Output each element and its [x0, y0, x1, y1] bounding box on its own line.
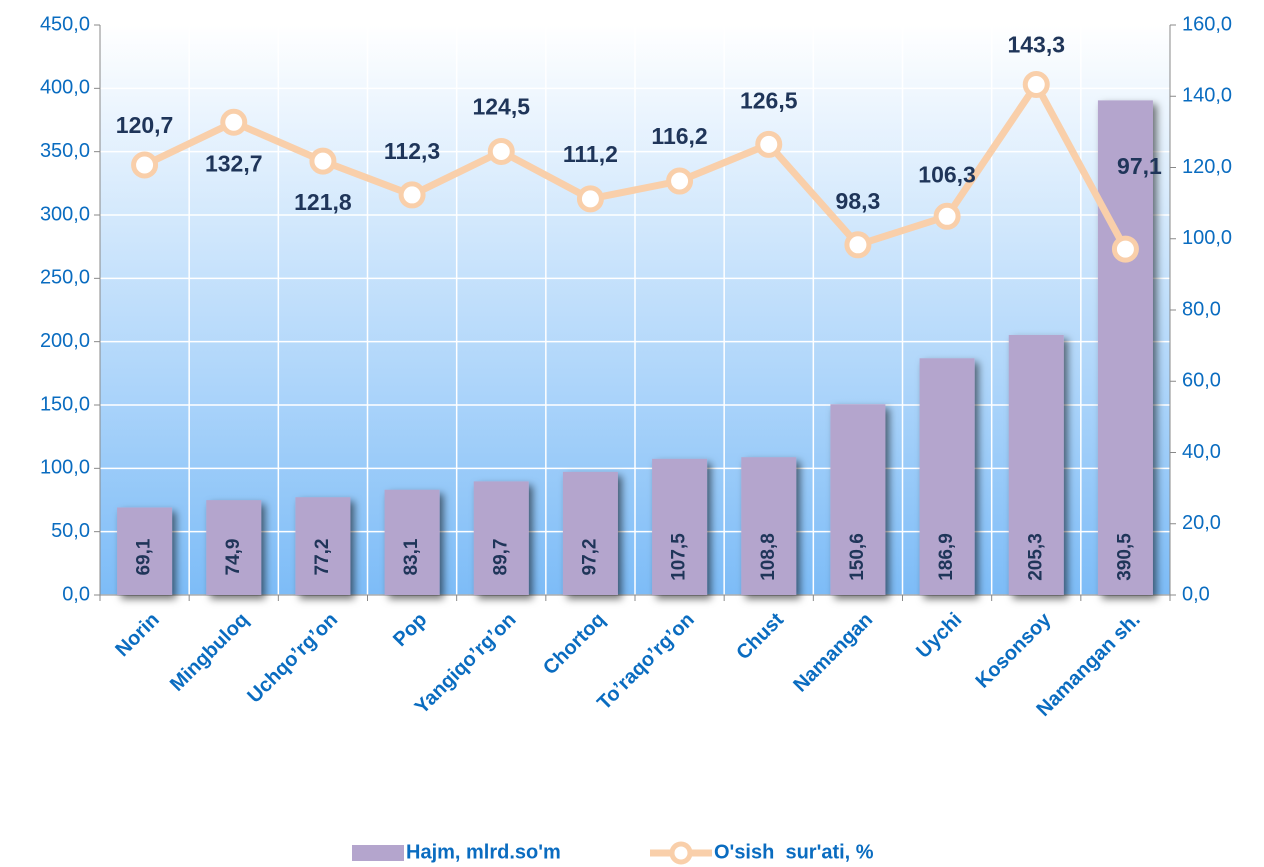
bar-label: 97,2: [579, 539, 600, 576]
y-tick-label: 250,0: [40, 267, 90, 289]
x-tick-label: Chortoq: [539, 609, 610, 680]
line-marker: [131, 151, 159, 179]
y2-tick-label: 100,0: [1182, 227, 1232, 249]
y-tick-label: 350,0: [40, 140, 90, 162]
bar: [206, 500, 262, 595]
line-marker: [220, 108, 248, 136]
line-marker: [576, 185, 604, 213]
y2-tick-label: 60,0: [1182, 370, 1221, 392]
line-marker: [933, 202, 961, 230]
line-marker: [398, 181, 426, 209]
line-label: 97,1: [1117, 153, 1162, 179]
bar: [295, 497, 351, 595]
line-label: 132,7: [205, 150, 263, 176]
y-tick-label: 0,0: [62, 583, 90, 605]
x-tick-label: Mingbuloq: [166, 609, 253, 696]
y2-tick-label: 0,0: [1182, 583, 1210, 605]
line-marker: [755, 130, 783, 158]
x-tick-label: Uychi: [912, 609, 966, 663]
x-tick-label: Namangan: [789, 609, 877, 697]
y2-tick-label: 20,0: [1182, 512, 1221, 534]
y-tick-label: 450,0: [40, 13, 90, 35]
x-tick-label: Chust: [732, 608, 788, 664]
x-tick-label: Pop: [389, 609, 431, 651]
x-tick-label: Uchqo’rg’on: [243, 609, 342, 708]
line-marker: [309, 147, 337, 175]
bar-label: 150,6: [847, 533, 868, 581]
line-label: 106,3: [918, 161, 976, 187]
line-marker: [666, 167, 694, 195]
legend-label: Hajm, mlrd.so'm: [406, 841, 561, 863]
line-marker: [844, 231, 872, 259]
bar-label: 107,5: [669, 533, 690, 581]
bar-label: 205,3: [1025, 533, 1046, 581]
bar-label: 69,1: [134, 538, 155, 575]
line-marker: [1022, 70, 1050, 98]
bar-label: 83,1: [401, 538, 422, 575]
bar: [473, 481, 529, 595]
bar: [562, 471, 618, 595]
line: [143, 80, 1129, 251]
y2-tick-label: 80,0: [1182, 298, 1221, 320]
bar-label: 77,2: [312, 539, 333, 576]
line-label: 124,5: [472, 94, 530, 120]
bar: [652, 458, 708, 595]
y2-tick-label: 160,0: [1182, 13, 1232, 35]
y2-tick-label: 40,0: [1182, 441, 1221, 463]
legend-marker: [669, 841, 693, 865]
line-marker: [487, 137, 515, 165]
bar: [830, 404, 886, 595]
line-label: 112,3: [384, 138, 440, 164]
y-tick-label: 100,0: [40, 457, 90, 479]
bar: [741, 457, 797, 595]
bar: [1097, 100, 1153, 595]
bar-label: 74,9: [223, 539, 244, 576]
line-label: 98,3: [836, 188, 881, 214]
bar: [919, 358, 975, 595]
line-label: 111,2: [563, 141, 618, 167]
bar-label: 108,8: [758, 533, 779, 581]
y2-tick-label: 120,0: [1182, 156, 1232, 178]
y-tick-label: 300,0: [40, 203, 90, 225]
y2-tick-label: 140,0: [1182, 85, 1232, 107]
line-label: 120,7: [116, 112, 174, 138]
line-label: 126,5: [740, 87, 798, 113]
line-label: 143,3: [1007, 32, 1065, 58]
x-tick-label: Kosonsoy: [972, 608, 1057, 693]
bar-label: 186,9: [936, 533, 957, 581]
line-marker: [1111, 235, 1139, 263]
bar-label: 390,5: [1114, 533, 1135, 581]
legend-label: O'sish sur'ati, %: [714, 841, 874, 863]
y-tick-label: 50,0: [51, 520, 90, 542]
bar-label: 89,7: [490, 539, 511, 576]
bar: [384, 489, 440, 595]
x-tick-label: Norin: [111, 609, 163, 661]
bar: [1008, 334, 1064, 595]
bar: [117, 507, 173, 595]
y-tick-label: 200,0: [40, 330, 90, 352]
y-tick-label: 400,0: [40, 77, 90, 99]
line-label: 116,2: [651, 123, 707, 149]
y-tick-label: 150,0: [40, 393, 90, 415]
line-label: 121,8: [294, 189, 352, 215]
legend-swatch: [352, 845, 404, 861]
